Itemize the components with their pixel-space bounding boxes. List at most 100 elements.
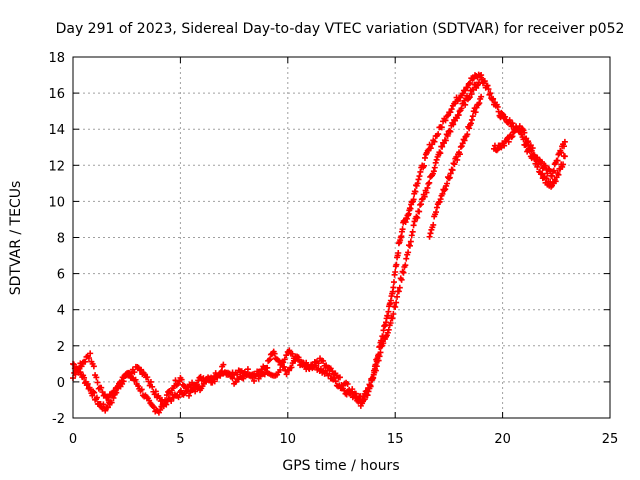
data-point [152,388,159,395]
data-point [229,375,236,382]
data-point [494,103,501,110]
data-point [375,357,382,364]
data-point [399,268,406,275]
data-point [373,363,380,370]
x-tick-label: 20 [494,432,511,447]
data-point [442,186,449,193]
data-point [405,249,412,256]
data-point [435,131,442,138]
x-tick-label: 25 [602,432,619,447]
data-point [286,347,293,354]
x-tick-label: 5 [176,432,184,447]
data-point [461,137,468,144]
data-point [264,364,271,371]
data-point [283,352,290,359]
data-point [433,156,440,163]
data-point [538,170,545,177]
data-point [120,378,127,385]
data-point [108,399,115,406]
data-point [271,350,278,357]
data-point [100,401,107,408]
data-point [168,397,175,404]
data-point [389,315,396,322]
data-point [458,143,465,150]
data-point [352,390,359,397]
data-point [421,162,428,169]
data-point [211,378,218,385]
data-point [437,196,444,203]
data-point [415,176,422,183]
data-point [182,383,189,390]
data-point [558,149,565,156]
data-point [384,329,391,336]
data-point [529,145,536,152]
y-tick-label: 2 [57,340,65,355]
data-point [344,381,351,388]
y-tick-label: 12 [48,159,65,174]
data-point [396,284,403,291]
data-point [421,193,428,200]
data-point [521,129,528,136]
data-point [329,368,336,375]
y-tick-label: 8 [57,232,65,247]
data-point [467,120,474,127]
data-point [550,167,557,174]
data-point [385,326,392,333]
data-point [320,357,327,364]
data-point [288,364,295,371]
data-point [508,134,515,141]
data-point [447,128,454,135]
data-point [561,138,568,145]
data-point [111,391,118,398]
data-point [84,380,91,387]
data-point [189,379,196,386]
data-point [476,100,483,107]
data-point [138,386,145,393]
data-point [417,201,424,208]
data-point [423,189,430,196]
data-point [78,363,85,370]
data-point [310,363,317,370]
data-point [303,359,310,366]
data-point [175,394,182,401]
data-point [85,355,92,361]
data-point [380,340,387,347]
data-point [427,145,434,152]
data-point [444,180,451,187]
data-point [430,221,437,228]
data-point [408,232,415,239]
data-point [446,127,453,134]
data-point [228,371,235,378]
data-point [315,360,322,367]
data-point [485,86,492,93]
data-point [425,180,432,187]
data-point [478,93,485,100]
data-point [367,382,374,389]
data-point [466,94,473,101]
data-point [454,98,461,105]
data-point [372,367,379,374]
data-point [431,164,438,171]
axis-ticks: -2 0 2 4 6 8 10 12 14 16 18 0 5 10 15 20 25 [48,51,618,447]
data-point [406,242,413,249]
data-point [132,376,139,383]
data-point [131,369,138,376]
data-point [376,353,383,360]
y-tick-label: 0 [57,376,65,391]
data-point [438,124,445,131]
data-point [395,250,402,257]
data-point [98,384,105,391]
data-point [561,153,568,160]
x-tick-label: 15 [387,432,404,447]
data-point [468,116,475,123]
data-point [549,168,556,175]
data-point [267,356,274,363]
data-point [266,357,273,364]
data-point [433,204,440,211]
data-point [104,404,111,411]
data-point [178,387,185,394]
y-tick-label: 18 [48,51,65,66]
data-point [421,154,428,161]
data-point [393,261,400,268]
data-point [490,95,497,102]
